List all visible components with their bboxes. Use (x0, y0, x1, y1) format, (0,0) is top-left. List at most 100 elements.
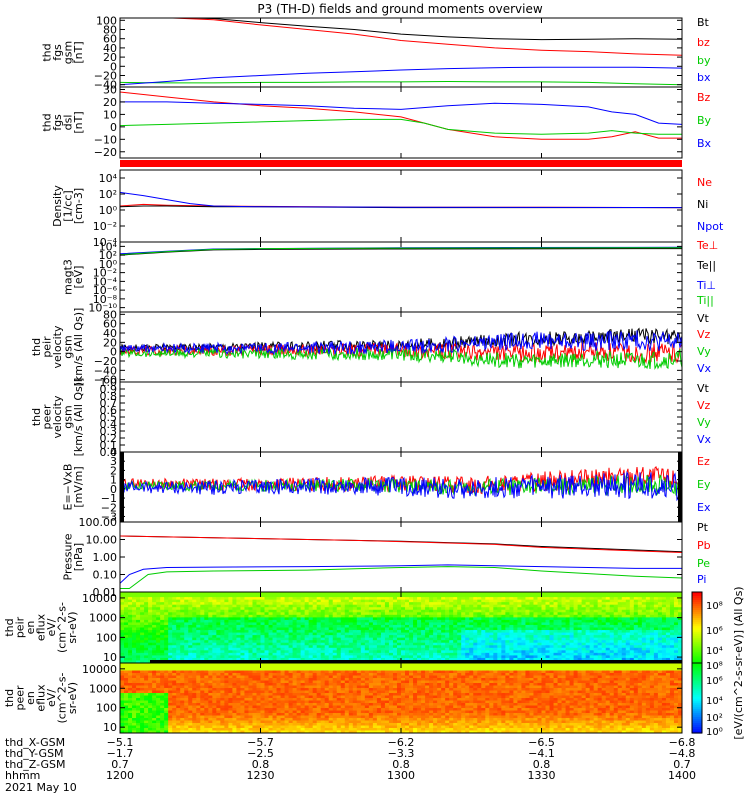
heatmap-cell (160, 713, 165, 717)
heatmap-cell (421, 592, 426, 596)
heatmap-cell (216, 640, 221, 644)
heatmap-cell (188, 663, 193, 667)
heatmap-cell (228, 640, 233, 644)
heatmap-cell (421, 655, 426, 659)
heatmap-cell (513, 612, 519, 616)
heatmap-cell (553, 635, 559, 639)
heatmap-cell (601, 647, 607, 651)
heatmap-cell (256, 594, 262, 598)
y-tick-label: 60 (103, 318, 117, 331)
heatmap-cell (509, 637, 514, 641)
panels: 100806040200−20−40thdfgsgsm[nT]Btbzbybx3… (3, 14, 724, 734)
heatmap-cell (621, 652, 627, 656)
heatmap-cell (597, 624, 603, 629)
heatmap-cell (344, 624, 350, 629)
heatmap-cell (649, 594, 655, 598)
heatmap-cell (356, 622, 362, 626)
heatmap-cell (449, 622, 454, 626)
heatmap-cell (172, 693, 177, 697)
heatmap-cell (657, 630, 663, 634)
heatmap-cell (124, 599, 129, 603)
heatmap-cell (204, 698, 209, 702)
heatmap-cell (136, 632, 141, 636)
heatmap-cell (244, 640, 250, 644)
heatmap-cell (661, 599, 667, 603)
heatmap-cell (152, 592, 157, 596)
heatmap-cell (172, 647, 177, 651)
heatmap-cell (240, 635, 246, 639)
heatmap-cell (224, 657, 229, 662)
heatmap-cell (156, 599, 161, 603)
heatmap-cell (605, 630, 611, 634)
heatmap-cell (553, 609, 559, 613)
legend-entry: Te⊥ (696, 239, 718, 252)
heatmap-cell (328, 624, 334, 629)
heatmap-cell (304, 619, 310, 624)
heatmap-cell (465, 622, 470, 626)
heatmap-cell (537, 619, 543, 624)
heatmap-cell (164, 705, 169, 709)
heatmap-cell (188, 624, 193, 629)
heatmap-cell (140, 723, 145, 727)
heatmap-cell (421, 652, 426, 656)
heatmap-cell (653, 627, 659, 631)
heatmap-cell (509, 627, 514, 631)
heatmap-cell (657, 647, 663, 651)
heatmap-cell (120, 678, 125, 682)
heatmap-cell (677, 609, 682, 613)
heatmap-cell (256, 617, 262, 621)
heatmap-cell (477, 635, 482, 639)
heatmap-cell (577, 594, 583, 598)
heatmap-cell (497, 592, 502, 596)
heatmap-cell (657, 599, 663, 603)
heatmap-cell (525, 647, 531, 651)
heatmap-cell (240, 619, 246, 624)
heatmap-cell (529, 647, 535, 651)
heatmap-cell (324, 597, 330, 601)
heatmap-cell (421, 612, 426, 616)
heatmap-cell (136, 635, 141, 639)
heatmap-cell (308, 607, 314, 611)
heatmap-cell (425, 632, 430, 636)
heatmap-cell (252, 637, 258, 641)
heatmap-cell (348, 642, 354, 646)
heatmap-cell (208, 604, 213, 608)
heatmap-cell (256, 604, 262, 608)
heatmap-cell (180, 720, 185, 724)
heatmap-cell (320, 640, 326, 644)
heatmap-cell (609, 614, 615, 618)
heatmap-cell (168, 728, 173, 732)
heatmap-cell (200, 678, 205, 682)
heatmap-cell (252, 635, 258, 639)
heatmap-cell (212, 635, 217, 639)
heatmap-cell (328, 592, 334, 596)
heatmap-cell (204, 650, 209, 654)
heatmap-cell (120, 670, 125, 674)
heatmap-cell (332, 607, 338, 611)
heatmap-cell (160, 594, 165, 598)
heatmap-cell (332, 619, 338, 624)
heatmap-cell (172, 607, 177, 611)
heatmap-cell (509, 652, 514, 656)
heatmap-cell (537, 645, 543, 649)
heatmap-cell (284, 612, 290, 616)
heatmap-cell (677, 645, 682, 649)
heatmap-cell (589, 632, 595, 636)
heatmap-cell (200, 607, 205, 611)
heatmap-cell (553, 652, 559, 656)
series-line-Npot (120, 191, 682, 209)
heatmap-cell (156, 665, 161, 669)
heatmap-cell (621, 612, 627, 616)
heatmap-cell (409, 604, 414, 608)
heatmap-cell (300, 624, 306, 629)
heatmap-cell (344, 592, 350, 596)
heatmap-cell (473, 650, 478, 654)
heatmap-cell (433, 597, 438, 601)
heatmap-cell (525, 650, 531, 654)
heatmap-cell (200, 675, 205, 679)
heatmap-cell (493, 645, 498, 649)
heatmap-cell (208, 619, 213, 624)
heatmap-cell (140, 652, 145, 656)
heatmap-cell (621, 655, 627, 659)
heatmap-cell (296, 619, 302, 624)
